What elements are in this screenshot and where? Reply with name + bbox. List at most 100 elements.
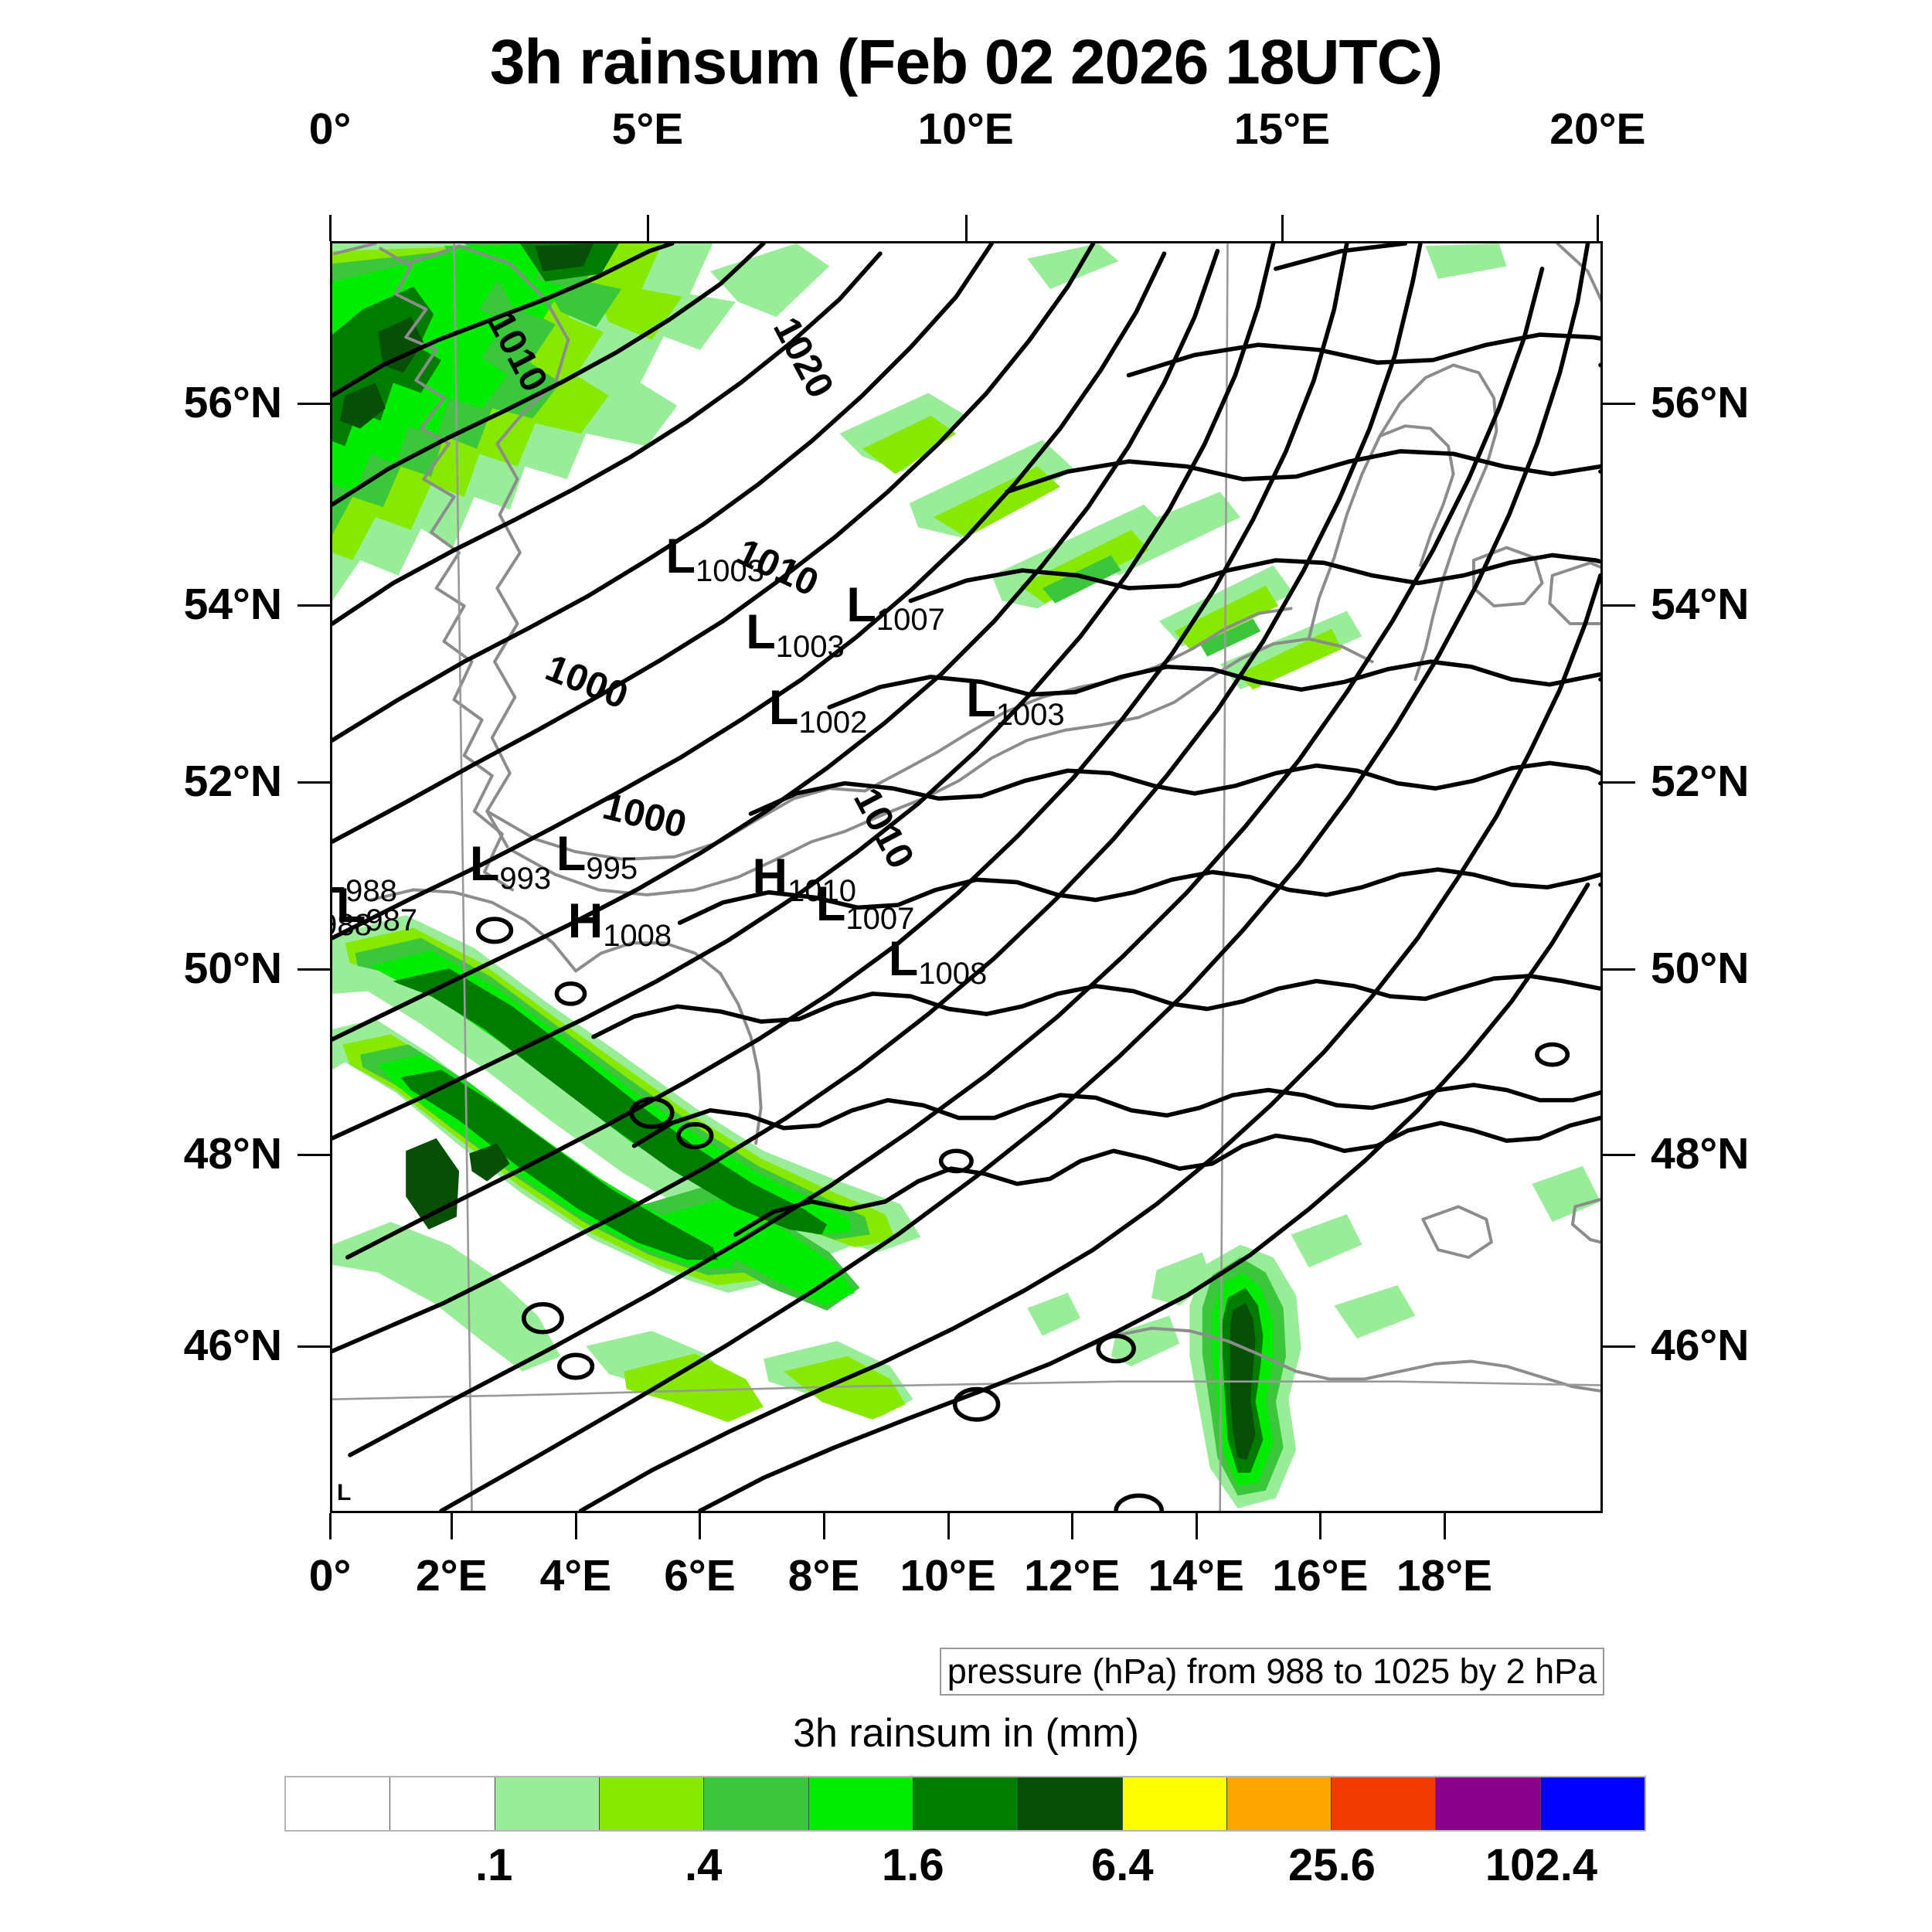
map-panel[interactable]: 1010102010001010990100010001010 L1003L10…: [330, 241, 1603, 1513]
axis-tick-bottom: [1195, 1513, 1198, 1539]
colorbar-segment-4[interactable]: [704, 1777, 809, 1830]
axis-tick-bottom: [947, 1513, 950, 1539]
axis-tick-top: [964, 215, 968, 241]
axis-label-top-1: 5°E: [611, 104, 684, 154]
axis-label-left-4: 48°N: [183, 1128, 282, 1179]
axis-label-bottom-1: 2°E: [416, 1551, 488, 1600]
axis-tick-top: [329, 215, 332, 241]
axis-tick-right: [1603, 1345, 1635, 1349]
pressure-center-type: L: [469, 836, 500, 891]
axis-tick-top: [1597, 215, 1600, 241]
pressure-center-type: L: [665, 529, 696, 583]
axis-label-right-1: 54°N: [1651, 579, 1750, 629]
pressure-center-l-988-5: L988: [332, 849, 397, 907]
axis-tick-right: [1603, 781, 1635, 784]
pressure-center-value: 988: [345, 874, 397, 909]
pressure-center-type: H: [752, 849, 788, 904]
axis-label-bottom-0: 0°: [308, 1551, 352, 1600]
axis-tick-bottom: [823, 1513, 826, 1539]
pressure-center-value: 1003: [995, 697, 1065, 732]
pressure-center-l-1002-3: L1002: [769, 684, 867, 739]
axis-label-right-4: 48°N: [1651, 1128, 1750, 1179]
precip-shading: [332, 243, 1600, 1509]
pressure-center-type: L: [556, 826, 587, 881]
axis-tick-right: [1603, 1153, 1635, 1156]
axis-tick-left: [298, 402, 330, 405]
axis-tick-left: [298, 1153, 330, 1156]
colorbar-segment-3[interactable]: [599, 1777, 705, 1830]
axis-tick-left: [298, 968, 330, 971]
pressure-center-l-993-6: L993: [469, 836, 551, 894]
pressure-center-l-988-9: L988: [332, 886, 372, 940]
axis-tick-left: [298, 781, 330, 784]
pressure-center-l-1003-4: L1003: [966, 672, 1064, 730]
pressure-center-l-995-7: L995: [556, 826, 638, 884]
axis-tick-bottom: [1319, 1513, 1322, 1539]
pressure-center-value: 987: [366, 903, 418, 938]
axis-label-right-2: 52°N: [1651, 757, 1750, 807]
axis-label-bottom-3: 6°E: [664, 1551, 736, 1600]
pressure-center-h-1010-8: H1010: [752, 849, 856, 907]
colorbar-segment-11[interactable]: [1436, 1777, 1541, 1830]
axis-tick-top: [646, 215, 649, 241]
colorbar-tick-label-3: 6.4: [1091, 1840, 1154, 1890]
colorbar-segment-8[interactable]: [1122, 1777, 1227, 1830]
pressure-center-l-1008-13: L1008: [889, 935, 987, 990]
axis-tick-bottom: [1071, 1513, 1074, 1539]
axis-label-top-2: 10°E: [917, 104, 1014, 154]
colorbar-caption: 3h rainsum in (mm): [793, 1711, 1139, 1756]
axis-tick-bottom: [329, 1513, 332, 1539]
axis-tick-bottom: [1443, 1513, 1446, 1539]
colorbar-tick-label-4: 25.6: [1288, 1840, 1376, 1890]
pressure-center-value: 1003: [775, 630, 845, 665]
colorbar-tick-label-0: .1: [474, 1840, 513, 1890]
axis-label-top-3: 15°E: [1233, 104, 1331, 154]
colorbar-segment-7[interactable]: [1018, 1777, 1123, 1830]
colorbar-segment-9[interactable]: [1226, 1777, 1332, 1830]
colorbar-segment-2[interactable]: [495, 1777, 600, 1830]
pressure-center-l-1007-11: L1007: [816, 879, 914, 934]
colorbar-tick-label-1: .4: [684, 1840, 723, 1890]
colorbar[interactable]: [284, 1776, 1646, 1832]
axis-label-left-3: 50°N: [183, 943, 282, 993]
pressure-center-h-1008-12: H1008: [567, 894, 672, 952]
axis-label-bottom-8: 16°E: [1272, 1551, 1369, 1600]
pressure-center-l-1007-1: L1007: [846, 578, 944, 636]
axis-label-bottom-7: 14°E: [1148, 1551, 1244, 1600]
colorbar-segment-10[interactable]: [1332, 1777, 1437, 1830]
pressure-center-value: 1002: [798, 706, 868, 740]
pressure-center-type: L: [335, 879, 366, 934]
pressure-center-value: 1008: [918, 957, 988, 992]
axis-label-bottom-6: 12°E: [1024, 1551, 1121, 1600]
colorbar-tick-layer: .1 .4 1.6 6.4 25.6 102.4: [284, 1839, 1646, 1901]
axis-tick-bottom: [699, 1513, 702, 1539]
axis-label-top-0: 0°: [308, 104, 352, 154]
colorbar-segment-6[interactable]: [913, 1777, 1019, 1830]
axis-tick-bottom: [574, 1513, 577, 1539]
pressure-center-l-987-10: L987: [335, 879, 417, 937]
axis-tick-right: [1603, 402, 1635, 405]
axis-tick-left: [298, 1345, 330, 1349]
axis-label-bottom-5: 10°E: [900, 1551, 996, 1600]
page-title: 3h rainsum (Feb 02 2026 18UTC): [489, 27, 1443, 97]
colorbar-segment-0[interactable]: [286, 1777, 391, 1830]
map-canvas: [332, 243, 1600, 1511]
pressure-center-type: L: [846, 578, 876, 632]
graticule: [332, 243, 1600, 1511]
pressure-center-type: L: [966, 672, 996, 727]
axis-label-left-5: 46°N: [183, 1321, 282, 1371]
colorbar-segment-1[interactable]: [390, 1777, 495, 1830]
pressure-center-value: 1010: [787, 874, 856, 909]
axis-tick-right: [1603, 968, 1635, 971]
colorbar-segment-12[interactable]: [1540, 1777, 1645, 1830]
axis-label-top-4: 20°E: [1549, 104, 1646, 154]
corner-low-marker: L: [337, 1480, 352, 1505]
pressure-center-type: L: [332, 849, 345, 903]
colorbar-segment-5[interactable]: [808, 1777, 913, 1830]
pressure-center-type: H: [567, 894, 604, 949]
axis-tick-bottom: [451, 1513, 454, 1539]
axis-label-bottom-2: 4°E: [539, 1551, 612, 1600]
axis-label-bottom-4: 8°E: [787, 1551, 860, 1600]
isobar-layer: [332, 243, 1600, 1511]
